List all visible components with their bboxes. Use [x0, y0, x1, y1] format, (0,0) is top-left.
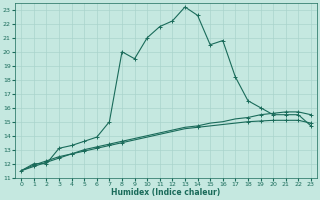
X-axis label: Humidex (Indice chaleur): Humidex (Indice chaleur)	[111, 188, 221, 197]
